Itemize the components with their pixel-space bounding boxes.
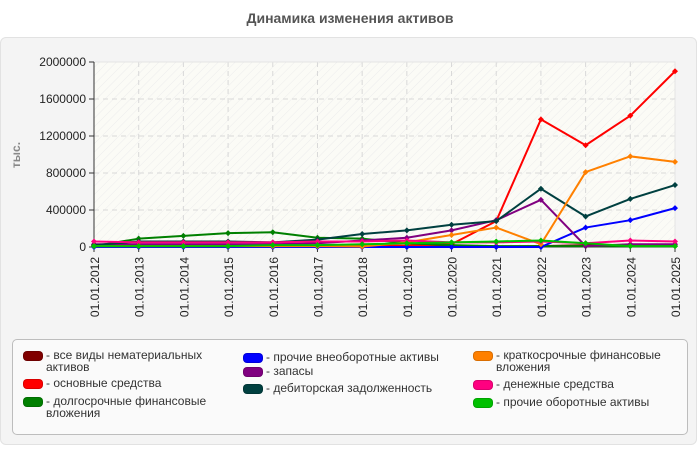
plot-area [94, 62, 675, 247]
legend-item[interactable]: - запасы [243, 365, 473, 377]
legend-swatch [243, 367, 263, 377]
x-tick-label: 01.01.2019 [401, 257, 415, 317]
legend-item[interactable]: - основные средства [23, 377, 223, 389]
legend-label: - денежные средства [496, 377, 614, 391]
legend-item[interactable]: - долгосрочные финансовые вложения [23, 395, 223, 419]
legend-label: - краткосрочные финансовые вложения [496, 348, 661, 374]
legend-label: - прочие оборотные активы [496, 395, 650, 409]
legend-item[interactable]: - прочие внеоборотные активы [243, 351, 473, 363]
y-tick-label: 1200000 [39, 129, 86, 143]
x-tick-label: 01.01.2025 [669, 257, 683, 317]
x-tick-label: 01.01.2021 [490, 257, 504, 317]
legend-item[interactable]: - денежные средства [473, 378, 683, 390]
legend-label: - основные средства [46, 376, 162, 390]
x-tick-label: 01.01.2018 [356, 257, 370, 317]
x-tick-label: 01.01.2024 [624, 257, 638, 317]
legend-label: - прочие внеоборотные активы [266, 350, 439, 364]
legend-item[interactable]: - краткосрочные финансовые вложения [473, 349, 683, 373]
x-tick-label: 01.01.2015 [222, 257, 236, 317]
legend-item[interactable]: - прочие оборотные активы [473, 396, 683, 408]
x-tick-label: 01.01.2023 [580, 257, 594, 317]
series-line[interactable] [91, 237, 678, 250]
x-tick-label: 01.01.2020 [446, 257, 460, 317]
axes: 0 400000 800000 1200000 1600000 2000000 01.01.… [39, 55, 683, 317]
y-axis-label: тыс. [9, 142, 23, 168]
line-chart: 0 400000 800000 1200000 1600000 2000000 01.01.… [9, 55, 683, 317]
legend-swatch [473, 398, 493, 408]
y-tick-label: 0 [79, 240, 86, 254]
x-tick-label: 01.01.2012 [88, 257, 102, 317]
legend-label: - дебиторская задолженность [266, 381, 433, 395]
x-tick-label: 01.01.2022 [535, 257, 549, 317]
legend-label: - запасы [266, 364, 314, 378]
y-tick-label: 1600000 [39, 92, 86, 106]
series-lines [91, 68, 678, 250]
y-tick-label: 2000000 [39, 55, 86, 69]
legend-swatch [243, 353, 263, 363]
y-tick-label: 400000 [46, 203, 86, 217]
legend-swatch [23, 351, 43, 361]
x-tick-label: 01.01.2014 [177, 257, 191, 317]
legend-swatch [23, 379, 43, 389]
legend-label: - долгосрочные финансовые вложения [46, 394, 207, 420]
x-tick-label: 01.01.2017 [311, 257, 325, 317]
legend: - все виды нематериальных активов - осно… [12, 339, 688, 435]
legend-swatch [473, 380, 493, 390]
x-tick-label: 01.01.2016 [267, 257, 281, 317]
legend-item[interactable]: - дебиторская задолженность [243, 382, 473, 394]
legend-item[interactable]: - все виды нематериальных активов [23, 349, 223, 373]
legend-label: - все виды нематериальных активов [46, 348, 203, 374]
legend-swatch [243, 384, 263, 394]
y-tick-label: 800000 [46, 166, 86, 180]
x-tick-label: 01.01.2013 [133, 257, 147, 317]
legend-swatch [23, 397, 43, 407]
legend-swatch [473, 351, 493, 361]
chart-title: Динамика изменения активов [246, 10, 454, 26]
